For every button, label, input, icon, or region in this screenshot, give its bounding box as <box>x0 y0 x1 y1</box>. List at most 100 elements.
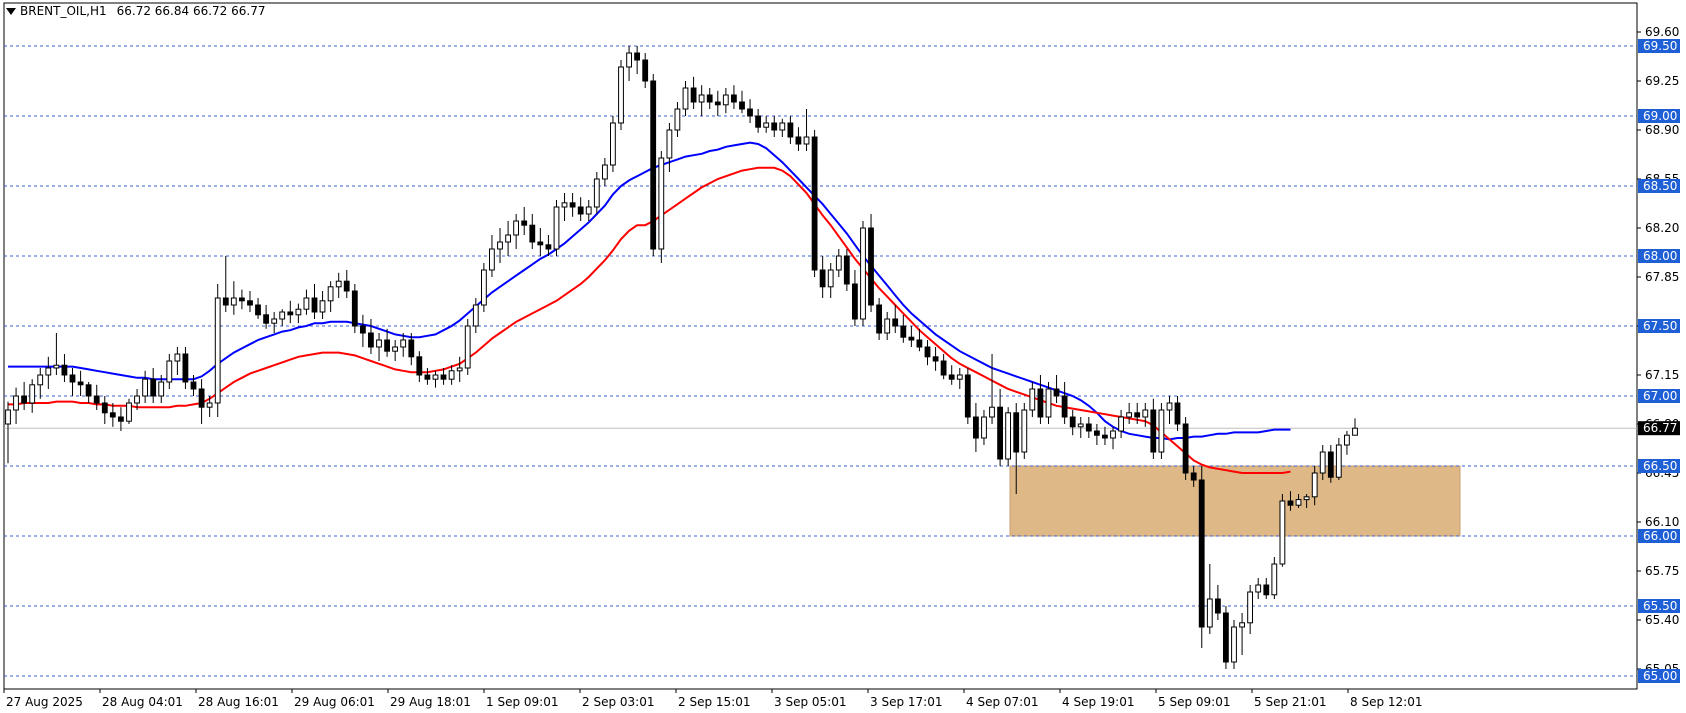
candle-bull <box>1045 388 1052 418</box>
time-tick-label: 2 Sep 15:01 <box>678 695 750 709</box>
candle <box>126 398 132 424</box>
candle <box>1174 396 1181 431</box>
candle-bull <box>884 318 891 334</box>
candle-bear <box>424 374 431 380</box>
chart-header: BRENT_OIL,H1 66.72 66.84 66.72 66.77 <box>6 4 265 18</box>
candle <box>827 263 834 298</box>
candle <box>319 291 326 319</box>
candle-bull <box>142 378 148 397</box>
candle-bear <box>360 325 366 334</box>
candle <box>198 379 205 424</box>
candle-bear <box>384 339 391 352</box>
candle-bull <box>400 339 407 348</box>
candle <box>489 235 495 277</box>
candle-bear <box>77 381 84 386</box>
candle <box>432 370 439 388</box>
candle <box>206 396 213 417</box>
candle-bear <box>795 136 802 145</box>
candle <box>1247 585 1253 634</box>
candle <box>1142 403 1149 427</box>
candle-bear <box>311 297 318 313</box>
candle <box>37 368 44 399</box>
candle-bull <box>174 353 181 362</box>
candle <box>1045 382 1052 424</box>
candle-bull <box>456 367 463 372</box>
candle-bear <box>416 356 423 376</box>
candle <box>819 256 826 298</box>
candle-bull <box>335 280 342 288</box>
candle <box>101 396 108 424</box>
candle-bull <box>674 108 681 131</box>
candle <box>1295 494 1302 508</box>
candle-bull <box>585 206 592 215</box>
candle <box>722 88 729 114</box>
level-label: 65.50 <box>1643 599 1677 613</box>
candle-bear <box>577 206 584 215</box>
candle <box>1327 445 1334 483</box>
candle-bull <box>593 178 600 208</box>
candle-bull <box>5 409 11 425</box>
candle-bear <box>343 280 350 292</box>
dropdown-triangle-icon[interactable] <box>6 7 16 15</box>
candle <box>577 197 584 221</box>
candle <box>1021 403 1028 459</box>
candle <box>456 356 463 382</box>
candle <box>1037 375 1044 424</box>
symbol-label: BRENT_OIL,H1 <box>20 4 107 18</box>
level-label: 66.00 <box>1643 529 1677 543</box>
candle-bear <box>21 395 28 404</box>
candle <box>1239 613 1245 655</box>
candle-bear <box>932 356 939 362</box>
candle <box>384 328 391 357</box>
candle <box>247 291 253 312</box>
candle <box>464 319 471 375</box>
candle-bear <box>1013 412 1020 453</box>
level-label: 68.50 <box>1643 179 1677 193</box>
candle-bear <box>61 364 68 376</box>
candle <box>900 314 907 343</box>
candle <box>343 270 350 298</box>
candle <box>505 221 512 256</box>
time-tick-label: 28 Aug 04:01 <box>102 695 183 709</box>
candle-bear <box>997 406 1004 460</box>
candle <box>706 88 713 109</box>
candle <box>1231 620 1237 669</box>
candle-bull <box>448 370 455 380</box>
candle <box>360 314 366 347</box>
candle-bear <box>222 297 229 306</box>
candle-bull <box>618 66 624 124</box>
time-tick-label: 3 Sep 05:01 <box>774 695 846 709</box>
candle-bear <box>916 339 923 348</box>
candle <box>85 382 92 403</box>
candle-bear <box>1094 430 1100 436</box>
candle <box>182 347 189 389</box>
candle <box>860 221 866 326</box>
level-label: 67.50 <box>1643 319 1677 333</box>
candle <box>1094 424 1100 445</box>
candle-bear <box>408 339 415 358</box>
candle <box>771 116 778 137</box>
candle <box>666 123 673 172</box>
time-tick-label: 28 Aug 16:01 <box>198 695 279 709</box>
candle-bull <box>658 157 665 250</box>
candle <box>852 270 858 326</box>
candle-bear <box>876 304 883 334</box>
candle <box>843 249 850 291</box>
candle <box>981 410 987 445</box>
candle <box>634 46 641 74</box>
candle-bear <box>747 108 753 117</box>
candle-bear <box>1102 434 1108 439</box>
candle <box>876 298 883 340</box>
candle <box>239 289 245 310</box>
candle-bull <box>722 94 729 106</box>
level-label-box <box>1638 669 1680 683</box>
candle-bear <box>263 314 270 324</box>
candle-bull <box>303 297 310 310</box>
candle-bear <box>811 136 818 271</box>
candle-bear <box>731 94 737 103</box>
candle <box>779 118 786 137</box>
candle-bull <box>610 122 616 166</box>
candle <box>1279 494 1286 567</box>
